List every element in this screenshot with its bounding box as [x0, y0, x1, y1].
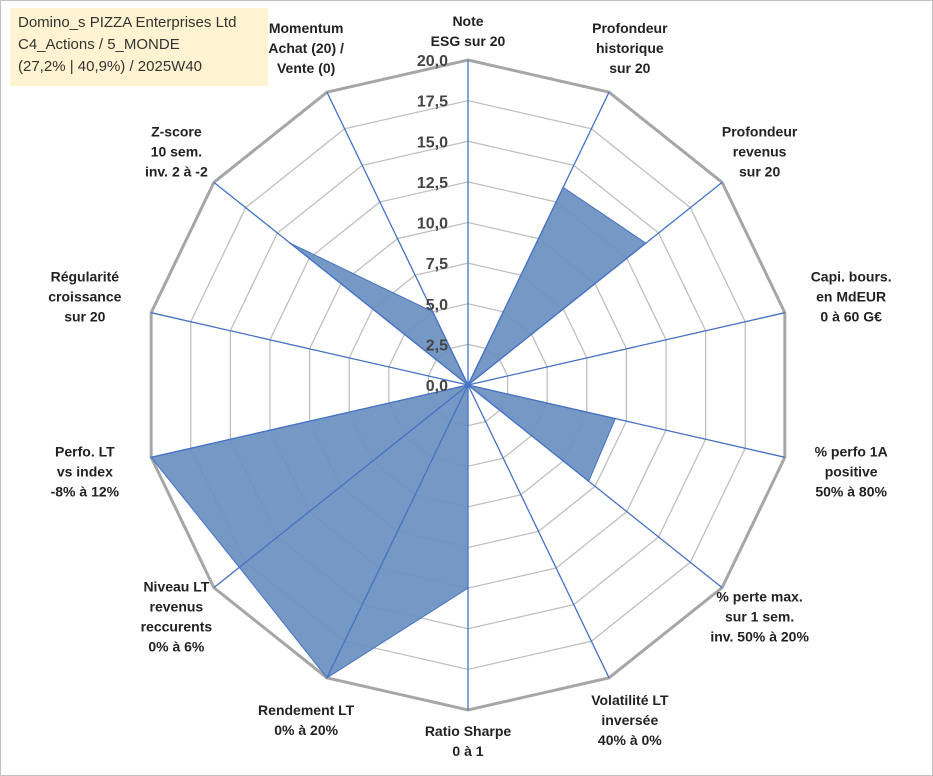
- axis-label: Z-score 10 sem. inv. 2 à -2: [145, 123, 208, 179]
- axis-spoke: [326, 384, 469, 679]
- tick-label: 0,0: [426, 378, 448, 395]
- axis-spoke: [467, 384, 610, 679]
- stats-label: (27,2% | 40,9%) / 2025W40: [18, 58, 202, 75]
- radial-tick-labels: 0,0 2,5 5,0 7,5 10,0 12,5 15,0 17,5 20,0: [417, 53, 448, 395]
- axis-label: Momentum Achat (20) / Vente (0): [268, 20, 344, 76]
- tick-label: 20,0: [417, 53, 448, 70]
- company-name: Domino_s PIZZA Enterprises Ltd: [18, 14, 237, 31]
- series-area: [150, 186, 647, 679]
- axis-label: Profondeur historique sur 20: [592, 20, 668, 76]
- axis-label: % perte max. sur 1 sem. inv. 50% à 20%: [710, 589, 809, 645]
- axis-label: Note ESG sur 20: [431, 13, 506, 49]
- axis-label: Rendement LT 0% à 20%: [258, 702, 355, 738]
- axis-spoke: [467, 312, 785, 386]
- axis-spoke: [467, 384, 723, 589]
- axis-label: % perfo 1A positive 50% à 80%: [815, 443, 888, 499]
- tick-label: 17,5: [417, 94, 448, 111]
- axis-label: Capi. bours. en MdEUR 0 à 60 G€: [811, 269, 892, 325]
- axis-spoke: [467, 181, 723, 386]
- axis-spoke: [326, 91, 469, 386]
- tick-label: 7,5: [426, 256, 448, 273]
- axis-label: Perfo. LT vs index -8% à 12%: [51, 443, 120, 499]
- tick-label: 10,0: [417, 216, 448, 233]
- axis-label: Volatilité LT inversée 40% à 0%: [591, 692, 669, 748]
- axis-spoke: [213, 181, 469, 386]
- axis-spoke: [151, 312, 469, 386]
- axis-label: Ratio Sharpe 0 à 1: [425, 723, 512, 759]
- axis-labels: Note ESG sur 20 Profondeur historique sur 20…: [48, 13, 891, 759]
- tick-label: 2,5: [426, 337, 448, 354]
- axis-spoke: [213, 384, 469, 589]
- tick-label: 15,0: [417, 134, 448, 151]
- category-label: C4_Actions / 5_MONDE: [18, 36, 180, 53]
- axis-spoke: [467, 384, 785, 458]
- tick-label: 5,0: [426, 297, 448, 314]
- axis-label: Profondeur revenus sur 20: [722, 123, 798, 179]
- axis-spoke: [467, 91, 610, 386]
- radar-spokes: [151, 60, 785, 710]
- axis-spoke: [151, 384, 469, 458]
- info-box: Domino_s PIZZA Enterprises Ltd C4_Action…: [10, 8, 268, 86]
- axis-label: Régularité croissance sur 20: [48, 269, 121, 325]
- axis-label: Niveau LT revenus reccurents 0% à 6%: [141, 579, 213, 655]
- tick-label: 12,5: [417, 175, 448, 192]
